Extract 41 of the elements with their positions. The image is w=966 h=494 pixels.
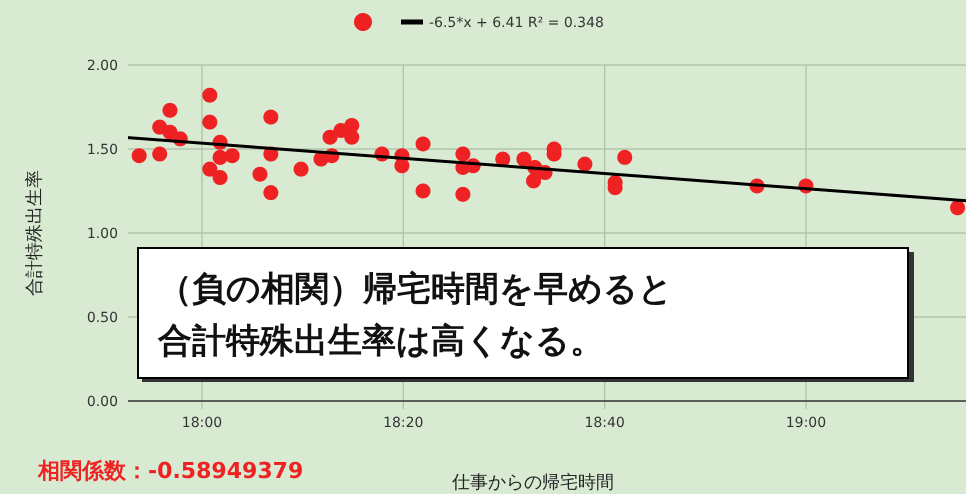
- point: [212, 150, 228, 165]
- x-tick-label: 18:00: [182, 415, 222, 431]
- point: [263, 185, 278, 200]
- point: [162, 124, 178, 140]
- point: [252, 166, 268, 182]
- text: 相関係数：-0.58949379: [37, 459, 304, 484]
- point: [322, 130, 338, 145]
- x-tick-label: 18:20: [383, 415, 424, 431]
- y-tick-label: 1.00: [86, 226, 118, 242]
- point: [202, 162, 218, 177]
- point: [495, 152, 510, 167]
- point: [202, 88, 218, 103]
- x-tick-label: 18:40: [584, 415, 625, 431]
- point: [516, 152, 532, 167]
- x-axis-title: 仕事からの帰宅時間: [451, 472, 614, 493]
- point: [162, 102, 178, 118]
- y-axis-title: 合計特殊出生率: [24, 170, 45, 296]
- point: [577, 156, 592, 172]
- point: [224, 148, 240, 164]
- point: [263, 110, 278, 125]
- y-tick-label: 1.50: [86, 142, 118, 158]
- point: [202, 114, 218, 130]
- point: [344, 130, 360, 145]
- point: [212, 170, 228, 186]
- y-tick-label: 2.00: [86, 58, 118, 74]
- point: [455, 146, 470, 162]
- point: [152, 146, 168, 162]
- point: [416, 136, 431, 152]
- annotation: （負の相関）帰宅時間を早めると合計特殊出生率は高くなる。: [157, 269, 673, 361]
- point: [132, 148, 147, 164]
- point: [617, 150, 632, 165]
- x-tick-label: 19:00: [786, 415, 826, 431]
- point: [294, 162, 309, 177]
- point: [950, 200, 966, 216]
- legend: -6.5*x + 6.41 R² = 0.348: [354, 13, 604, 31]
- point: [526, 173, 542, 188]
- y-tick-label: 0.00: [86, 394, 118, 410]
- legend-label: -6.5*x + 6.41 R² = 0.348: [429, 15, 604, 31]
- point: [416, 184, 431, 198]
- y-tick-label: 0.50: [86, 310, 118, 326]
- point: [455, 186, 470, 202]
